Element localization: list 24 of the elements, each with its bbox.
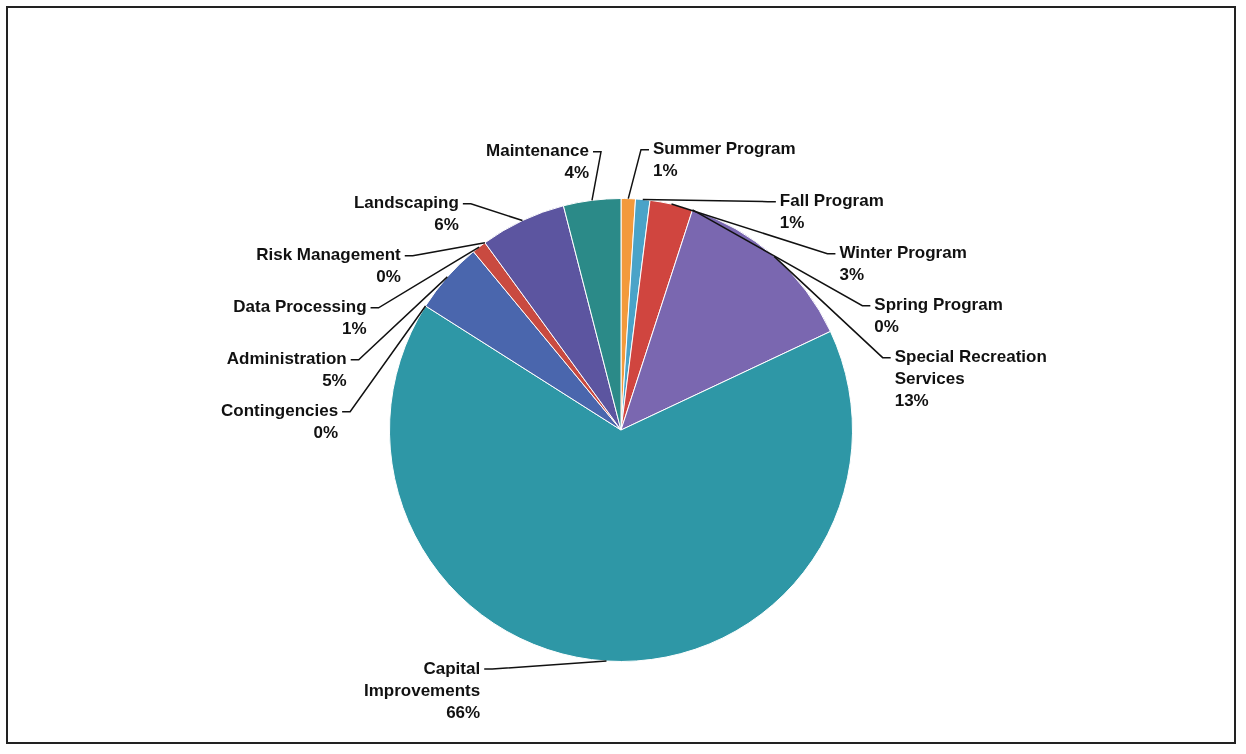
slice-label: Capital Improvements	[363, 658, 481, 700]
data-label: 1%	[779, 213, 805, 233]
category-label: Contingencies	[220, 401, 339, 421]
text: 0%	[313, 423, 339, 443]
data-label: 1%	[653, 161, 678, 181]
slice-label: Data Processing	[233, 297, 367, 317]
data-label: 3%	[839, 265, 864, 285]
data-label: 66%	[446, 702, 481, 722]
data-label: 5%	[322, 371, 347, 391]
text: 0%	[874, 317, 899, 337]
data-label: 13%	[894, 391, 929, 411]
slice-label: Fall Program	[779, 191, 884, 211]
slice-label: Maintenance	[486, 141, 589, 161]
data-label: 4%	[564, 163, 589, 183]
slice-label: Landscaping	[353, 193, 459, 213]
slice-label: Special Recreation Services	[894, 347, 1047, 389]
category-label: Spring Program	[874, 295, 1003, 315]
slice-label: Administration	[226, 349, 347, 369]
slice-label: Winter Program	[839, 243, 967, 263]
slice-label: Summer Program	[653, 139, 796, 159]
data-label: 1%	[341, 319, 367, 339]
text: 0%	[376, 267, 401, 287]
data-label: 6%	[434, 215, 459, 235]
legend-label: Risk Management	[256, 245, 402, 265]
